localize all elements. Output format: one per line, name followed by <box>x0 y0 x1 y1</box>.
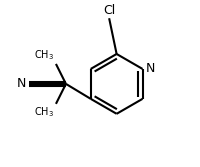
Text: N: N <box>146 62 155 75</box>
Text: CH$_3$: CH$_3$ <box>34 106 54 119</box>
Text: CH$_3$: CH$_3$ <box>34 48 54 62</box>
Text: Cl: Cl <box>103 4 115 17</box>
Text: N: N <box>17 77 26 90</box>
